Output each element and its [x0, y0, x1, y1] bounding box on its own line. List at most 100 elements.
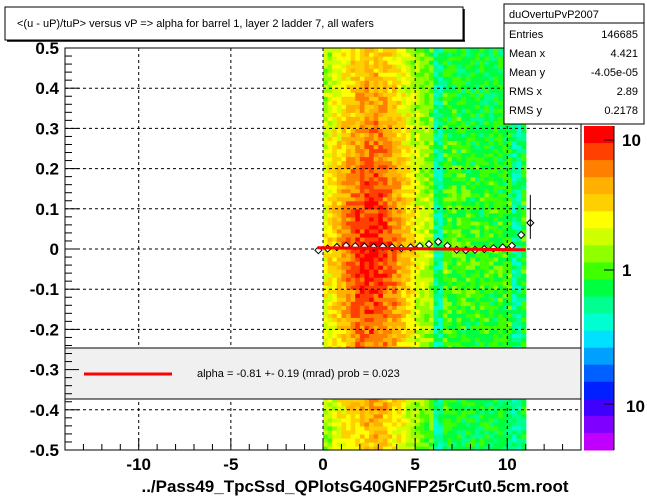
heatmap-cell	[332, 437, 338, 443]
heatmap-cell	[396, 301, 402, 306]
heatmap-cell	[396, 88, 402, 93]
heatmap-cell	[359, 405, 366, 411]
heatmap-cell	[493, 184, 499, 190]
heatmap-cell	[428, 124, 435, 129]
heatmap-cell	[392, 281, 398, 286]
heatmap-cell	[336, 257, 343, 262]
heatmap-cell	[461, 224, 467, 230]
heatmap-cell	[327, 261, 333, 266]
heatmap-cell	[465, 112, 472, 117]
heatmap-cell	[461, 313, 467, 318]
heatmap-cell	[484, 285, 490, 290]
heatmap-cell	[355, 100, 361, 105]
heatmap-cell	[336, 397, 343, 403]
stats-row-value: 4.421	[610, 48, 638, 60]
heatmap-cell	[401, 176, 407, 182]
heatmap-cell	[521, 228, 527, 234]
heatmap-cell	[438, 277, 444, 282]
heatmap-cell	[461, 104, 467, 109]
heatmap-cell	[428, 309, 435, 314]
heatmap-cell	[419, 72, 425, 77]
heatmap-cell	[355, 152, 361, 158]
heatmap-cell	[419, 413, 425, 419]
heatmap-cell	[332, 124, 338, 129]
heatmap-cell	[484, 305, 490, 310]
heatmap-cell	[438, 160, 444, 166]
heatmap-cell	[428, 216, 435, 222]
heatmap-cell	[373, 341, 379, 347]
heatmap-cell	[442, 156, 448, 162]
heatmap-cell	[493, 297, 499, 302]
heatmap-cell	[438, 445, 444, 451]
heatmap-cell	[387, 84, 393, 89]
heatmap-cell	[461, 208, 467, 214]
heatmap-cell	[447, 273, 453, 278]
heatmap-cell	[447, 100, 453, 105]
heatmap-cell	[332, 204, 338, 210]
heatmap-cell	[424, 84, 430, 89]
heatmap-cell	[415, 124, 421, 129]
heatmap-cell	[373, 253, 379, 258]
heatmap-cell	[521, 144, 527, 150]
heatmap-cell	[346, 136, 352, 142]
heatmap-cell	[433, 48, 439, 53]
heatmap-cell	[327, 112, 333, 117]
heatmap-cell	[452, 160, 458, 166]
heatmap-cell	[346, 421, 352, 427]
heatmap-cell	[387, 88, 393, 93]
heatmap-cell	[442, 176, 448, 182]
heatmap-cell	[442, 240, 448, 246]
heatmap-cell	[350, 228, 356, 234]
heatmap-cell	[438, 152, 444, 158]
heatmap-cell	[341, 341, 347, 347]
heatmap-cell	[355, 421, 361, 427]
heatmap-cell	[359, 96, 366, 101]
heatmap-cell	[415, 429, 421, 435]
heatmap-cell	[405, 212, 412, 218]
heatmap-cell	[511, 228, 518, 234]
heatmap-cell	[405, 112, 412, 117]
heatmap-cell	[465, 60, 472, 65]
heatmap-cell	[428, 405, 435, 411]
heatmap-cell	[424, 76, 430, 81]
heatmap-cell	[470, 48, 476, 53]
heatmap-cell	[479, 116, 485, 121]
heatmap-cell	[410, 132, 416, 138]
heatmap-cell	[410, 80, 416, 85]
heatmap-cell	[507, 433, 513, 439]
heatmap-cell	[484, 192, 490, 198]
heatmap-cell	[387, 56, 393, 61]
heatmap-cell	[323, 293, 329, 298]
heatmap-cell	[336, 48, 343, 53]
heatmap-cell	[433, 281, 439, 286]
heatmap-cell	[396, 240, 402, 246]
heatmap-cell	[364, 325, 370, 330]
heatmap-cell	[359, 441, 366, 447]
heatmap-cell	[378, 112, 384, 117]
heatmap-cell	[323, 305, 329, 310]
heatmap-cell	[488, 128, 495, 134]
heatmap-cell	[359, 257, 366, 262]
heatmap-cell	[323, 196, 329, 202]
heatmap-cell	[511, 168, 518, 174]
heatmap-cell	[410, 60, 416, 65]
heatmap-cell	[415, 96, 421, 101]
heatmap-cell	[415, 76, 421, 81]
heatmap-cell	[392, 249, 398, 254]
heatmap-cell	[452, 52, 458, 57]
heatmap-cell	[387, 136, 393, 142]
heatmap-cell	[521, 224, 527, 230]
heatmap-cell	[327, 277, 333, 282]
heatmap-cell	[470, 301, 476, 306]
heatmap-cell	[369, 337, 375, 343]
heatmap-cell	[452, 269, 458, 274]
heatmap-cell	[364, 136, 370, 142]
heatmap-cell	[327, 417, 333, 423]
heatmap-cell	[355, 281, 361, 286]
heatmap-cell	[364, 204, 370, 210]
heatmap-cell	[405, 433, 412, 439]
heatmap-cell	[415, 88, 421, 93]
heatmap-cell	[346, 301, 352, 306]
heatmap-cell	[488, 172, 495, 178]
heatmap-cell	[369, 140, 375, 146]
